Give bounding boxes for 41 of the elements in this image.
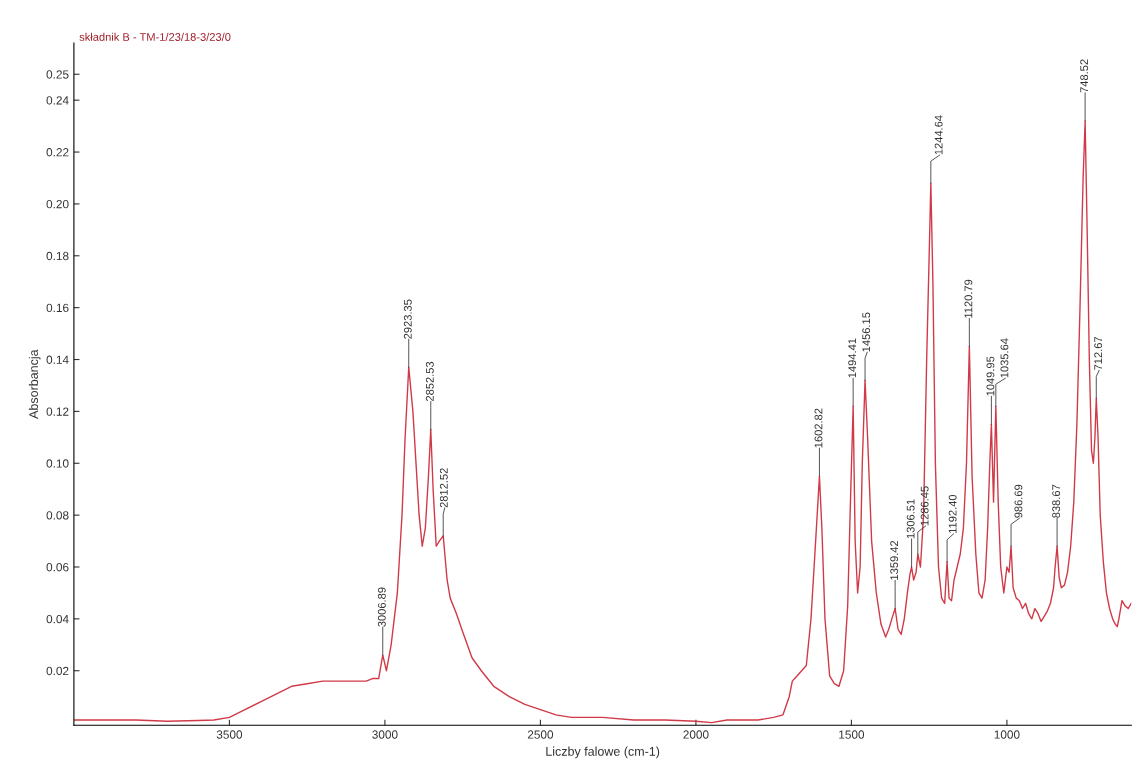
y-tick-label: 0.10	[46, 459, 69, 468]
annotation: 3006.89	[377, 587, 386, 627]
y-tick-label: 0.24	[46, 96, 69, 105]
x-tick-label: 2000	[683, 730, 709, 739]
annotation: 1049.95	[986, 356, 995, 396]
chart-title: składnik B - TM-1/23/18-3/23/0	[79, 32, 231, 41]
annotation: 1494.41	[848, 338, 857, 378]
y-tick-label: 0.06	[46, 563, 69, 572]
y-tick-label: 0.12	[46, 407, 69, 416]
annotation: 2812.52	[439, 468, 448, 508]
annotation: 1359.42	[890, 540, 899, 580]
y-tick-label: 0.16	[46, 303, 69, 313]
annotation: 1120.79	[964, 279, 973, 318]
annotation: 838.67	[1052, 484, 1061, 518]
annotation: 1286.45	[920, 486, 929, 526]
annotation: 1456.15	[862, 312, 871, 352]
annotation: 1035.64	[1000, 338, 1009, 378]
annotation: 1192.40	[948, 494, 957, 533]
x-axis-title: Liczby falowe (cm-1)	[546, 746, 660, 759]
annotation: 2923.35	[403, 299, 412, 339]
annotation: 1306.51	[906, 499, 915, 539]
y-tick-label: 0.04	[46, 614, 69, 624]
y-tick-label: 0.14	[46, 355, 69, 364]
annotation: 1244.64	[934, 115, 943, 155]
x-tick-label: 3500	[216, 730, 243, 739]
y-tick-label: 0.20	[46, 199, 69, 209]
annotation: 748.52	[1080, 59, 1089, 93]
x-tick-label: 1500	[839, 730, 865, 739]
annotation: 2852.53	[425, 361, 434, 401]
y-tick-label: 0.22	[46, 148, 69, 157]
annotation: 1602.82	[814, 408, 823, 448]
x-tick-label: 1000	[994, 730, 1020, 739]
x-tick-label: 3000	[372, 730, 398, 739]
y-tick-label: 0.08	[46, 511, 69, 520]
annotation: 712.67	[1094, 337, 1103, 370]
y-tick-label: 0.25	[46, 70, 69, 79]
annotation: 986.69	[1014, 484, 1023, 518]
y-axis-title: Absorbancja	[28, 349, 41, 419]
x-tick-label: 2500	[527, 730, 554, 739]
y-tick-label: 0.18	[46, 251, 69, 261]
y-tick-label: 0.02	[46, 666, 69, 676]
